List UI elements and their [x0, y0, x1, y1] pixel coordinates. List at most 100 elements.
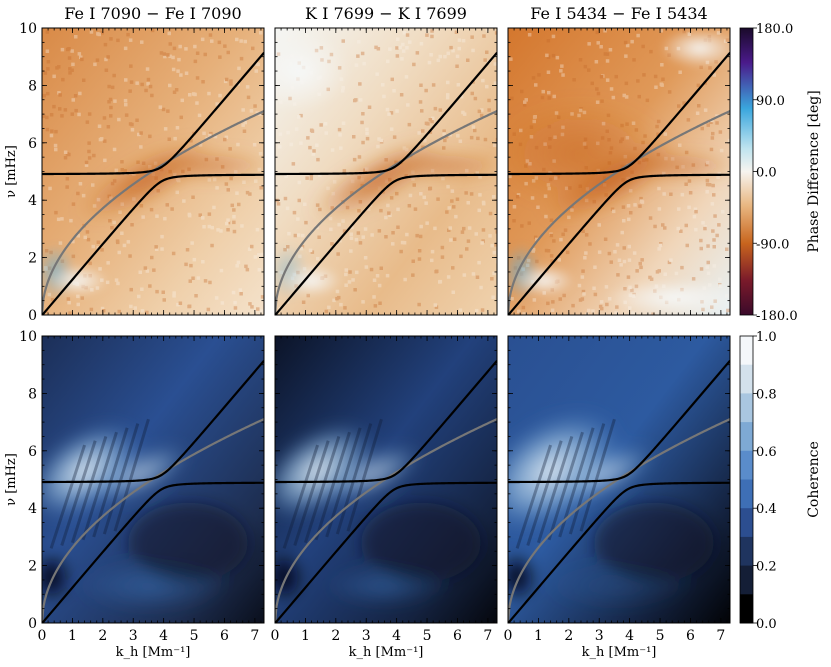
colorbar-label: Phase Difference [deg]: [806, 90, 822, 252]
colorbar-tick-label: -90.0: [756, 237, 789, 252]
dispersion-curves: [508, 51, 730, 315]
dispersion-curves: [275, 359, 497, 623]
column-title: Fe I 5434 − Fe I 5434: [530, 4, 707, 23]
dispersion-curves: [42, 359, 264, 623]
colorbar-step: [740, 536, 753, 567]
ticks: [274, 335, 497, 624]
x-tick-label: 4: [392, 628, 401, 644]
x-axis-label: k_h [Mm⁻¹]: [582, 645, 657, 660]
x-tick-label: 1: [534, 628, 543, 644]
colorbar-step: [740, 336, 753, 366]
y-tick-label: 6: [28, 444, 37, 460]
acoustic-branch-curve: [508, 173, 730, 315]
x-tick-label: 4: [159, 628, 168, 644]
x-tick-label: 6: [453, 628, 462, 644]
dispersion-curves: [508, 359, 730, 623]
colorbar-tick-label: 0.0: [756, 166, 777, 181]
coherence-glow: [42, 422, 248, 612]
x-tick-label: 5: [656, 628, 665, 644]
panel-body-phase-2: [508, 28, 730, 315]
x-tick-label: 2: [98, 628, 107, 644]
x-axis-label: k_h [Mm⁻¹]: [349, 645, 424, 660]
x-tick-label: 5: [423, 628, 432, 644]
dispersion-curves: [42, 51, 264, 315]
gravity-branch-curve: [275, 359, 497, 484]
y-tick-label: 8: [28, 78, 37, 94]
y-tick-label: 6: [28, 136, 37, 152]
phase-blue-region: [508, 28, 730, 315]
x-tick-label: 0: [271, 628, 280, 644]
colorbar-tick-label: 180.0: [756, 22, 793, 37]
gravity-branch-curve: [42, 51, 264, 176]
x-tick-label: 7: [250, 628, 259, 644]
y-tick-label: 8: [28, 386, 37, 402]
x-tick-label: 4: [625, 628, 634, 644]
x-tick-label: 2: [331, 628, 340, 644]
colorbar-step: [740, 393, 753, 423]
panel-body-coherence-2: [508, 336, 730, 623]
panel-phase-2: Fe I 5434 − Fe I 5434: [507, 4, 731, 316]
x-tick-label: 6: [220, 628, 229, 644]
y-axis-label: ν [mHz]: [4, 453, 19, 506]
ticks: [507, 27, 730, 316]
colorbar-phase: 180.0 90.0 0.0 -90.0 -180.0 Phase Difference …: [739, 22, 822, 324]
colorbar-tick-label: 1.0: [756, 330, 777, 345]
x-tick-label: 6: [686, 628, 695, 644]
x-tick-label: 1: [68, 628, 77, 644]
y-tick-label: 2: [28, 559, 37, 575]
colorbar-tick-label: -180.0: [756, 309, 798, 324]
panel-coherence-2: 0 1 2 3 4 5 6 7 k_h [Mm⁻¹]: [504, 335, 731, 660]
colorbar-label: Coherence: [806, 441, 822, 518]
ticks: [41, 335, 264, 624]
acoustic-branch-curve: [275, 173, 497, 315]
x-tick-label: 7: [483, 628, 492, 644]
colorbar-step: [740, 594, 753, 624]
x-tick-label: 3: [362, 628, 371, 644]
x-tick-label: 3: [595, 628, 604, 644]
acoustic-branch-curve: [42, 481, 264, 623]
panel-body-coherence-0: [42, 336, 264, 623]
panel-coherence-0: 0 2 4 6 8 10 ν [mHz] 0 1 2 3 4 5 6 7 k_h [Mm⁻¹]: [4, 329, 265, 660]
y-tick-label: 0: [28, 616, 37, 632]
colorbar-tick-label: 90.0: [756, 94, 785, 109]
panel-body-phase-1: [275, 28, 497, 315]
x-tick-label: 7: [716, 628, 725, 644]
gravity-branch-curve: [275, 51, 497, 176]
colorbar-tick-label: 0.6: [756, 445, 777, 460]
x-tick-label: 0: [504, 628, 513, 644]
colorbar-step: [740, 450, 753, 480]
y-tick-label: 4: [28, 501, 37, 517]
x-axis-label: k_h [Mm⁻¹]: [116, 645, 191, 660]
colorbar-tick-label: 0.0: [756, 617, 777, 632]
x-tick-label: 2: [564, 628, 573, 644]
x-tick-label: 1: [301, 628, 310, 644]
column-title: Fe I 7090 − Fe I 7090: [64, 4, 241, 23]
panel-phase-1: K I 7699 − K I 7699: [274, 4, 498, 316]
y-tick-label: 0: [28, 308, 37, 324]
ticks: [507, 335, 730, 624]
column-title: K I 7699 − K I 7699: [305, 4, 467, 23]
ticks: [41, 27, 264, 316]
colorbar-step: [740, 565, 753, 595]
acoustic-branch-curve: [508, 481, 730, 623]
colorbar-coherence: 1.0 0.8 0.6 0.4 0.2 0.0 Coherence: [739, 330, 822, 632]
x-tick-label: 0: [38, 628, 47, 644]
panel-body-coherence-1: [275, 336, 497, 623]
coherence-ridges: [49, 418, 150, 549]
acoustic-branch-curve: [275, 481, 497, 623]
x-tick-label: 5: [190, 628, 199, 644]
coherence-ridges: [282, 418, 383, 549]
colorbar-tick-label: 0.4: [756, 502, 777, 517]
ticks: [274, 27, 497, 316]
colorbar-step: [740, 422, 753, 452]
panel-phase-0: 0 2 4 6 8 10 ν [mHz] Fe I 7090 − Fe I 7090: [4, 4, 265, 324]
colorbar-tick-label: 0.2: [756, 560, 777, 575]
colorbar-tick-label: 0.8: [756, 387, 777, 402]
gravity-branch-curve: [42, 359, 264, 484]
phase-noise: [42, 28, 264, 315]
gravity-branch-curve: [508, 359, 730, 484]
acoustic-branch-curve: [42, 173, 264, 315]
dispersion-curves: [275, 51, 497, 315]
panel-body-phase-0: [42, 28, 264, 315]
